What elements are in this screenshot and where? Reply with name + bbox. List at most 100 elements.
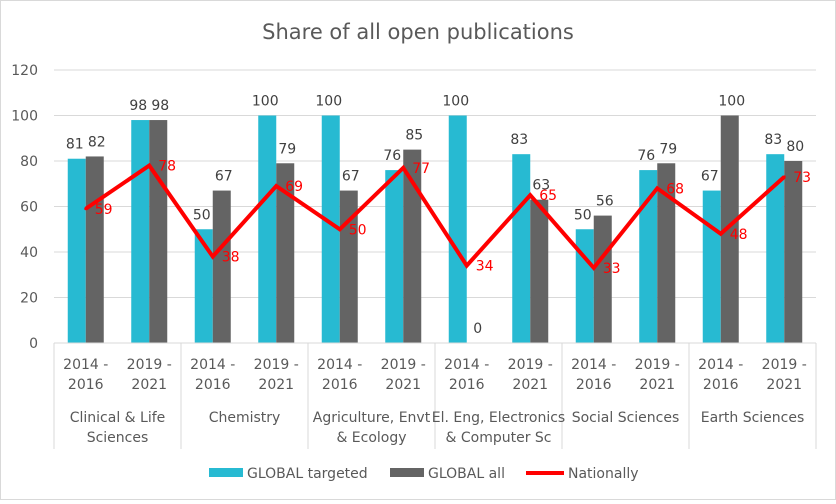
x-tick-label: 2019 -: [127, 357, 172, 373]
data-label-nationally: 69: [285, 179, 303, 195]
x-tick-label: 2014 -: [317, 357, 362, 373]
line-point: [401, 166, 405, 170]
y-tick-label: 20: [20, 291, 38, 307]
bar-global-targeted: [575, 229, 594, 343]
line-point: [147, 164, 151, 168]
data-label: 81: [66, 137, 84, 153]
data-label: 98: [151, 98, 169, 114]
bar-global-targeted: [385, 170, 404, 343]
group-label: Clinical & Life: [70, 410, 166, 426]
bar-global-all: [212, 190, 231, 343]
x-tick-label: 2021: [766, 377, 802, 393]
line-point: [782, 175, 786, 179]
line-point: [338, 227, 342, 231]
data-label: 79: [278, 141, 296, 157]
bar-global-all: [403, 149, 422, 343]
data-label: 79: [659, 141, 677, 157]
y-axis-ticks: 0 20 40 60 80 100 120: [11, 63, 38, 352]
group-label: Earth Sciences: [701, 410, 805, 426]
data-label: 67: [701, 169, 719, 185]
data-label: 76: [637, 148, 655, 164]
line-point: [84, 207, 88, 211]
x-tick-label: 2021: [385, 377, 421, 393]
data-label-nationally: 77: [412, 161, 430, 177]
bar-global-all: [657, 163, 676, 343]
y-tick-label: 120: [11, 63, 38, 79]
x-tick-label: 2019 -: [762, 357, 807, 373]
x-tick-label: 2014 -: [444, 357, 489, 373]
data-label-nationally: 78: [158, 159, 176, 175]
data-label-nationally: 65: [539, 188, 557, 204]
data-label: 85: [405, 128, 423, 144]
data-label: 0: [473, 321, 482, 337]
line-point: [465, 264, 469, 268]
line-point: [655, 186, 659, 190]
group-label: & Ecology: [336, 430, 406, 446]
legend-swatch-global-all: [390, 468, 424, 477]
x-tick-label: 2016: [576, 377, 612, 393]
bar-global-all: [276, 163, 295, 343]
y-tick-label: 60: [20, 200, 38, 216]
data-label-nationally: 68: [666, 181, 684, 197]
data-label: 76: [383, 148, 401, 164]
bar-global-targeted: [194, 229, 213, 343]
x-tick-label: 2016: [449, 377, 485, 393]
data-label-nationally: 34: [476, 259, 494, 275]
line-point: [211, 255, 215, 259]
data-label: 83: [510, 132, 528, 148]
x-tick-label: 2019 -: [254, 357, 299, 373]
data-label: 100: [252, 94, 279, 110]
bar-global-targeted: [766, 154, 785, 343]
data-label: 80: [786, 139, 804, 155]
x-tick-label: 2016: [68, 377, 104, 393]
x-tick-label: 2014 -: [190, 357, 235, 373]
data-label: 100: [718, 94, 745, 110]
legend: GLOBAL targeted GLOBAL all Nationally: [209, 466, 639, 482]
x-tick-label: 2021: [131, 377, 167, 393]
line-nationally: [84, 162, 786, 272]
data-label: 98: [129, 98, 147, 114]
group-label: & Computer Sc: [446, 430, 552, 446]
bar-global-targeted: [258, 115, 277, 343]
legend-label: GLOBAL all: [428, 466, 505, 482]
line-point: [719, 232, 723, 236]
y-tick-label: 0: [29, 336, 38, 352]
data-label: 83: [764, 132, 782, 148]
legend-label: GLOBAL targeted: [247, 466, 368, 482]
x-tick-label: 2014 -: [63, 357, 108, 373]
bar-global-targeted: [702, 190, 721, 343]
line-series: [84, 162, 786, 272]
data-label: 67: [342, 169, 360, 185]
x-tick-label: 2019 -: [508, 357, 553, 373]
x-tick-label: 2019 -: [635, 357, 680, 373]
x-tick-label: 2014 -: [571, 357, 616, 373]
bar-global-targeted: [131, 120, 150, 343]
data-label: 50: [193, 207, 211, 223]
data-label: 50: [574, 207, 592, 223]
bar-global-targeted: [67, 158, 86, 343]
bar-global-targeted: [639, 170, 658, 343]
legend-swatch-global-targeted: [209, 468, 243, 477]
data-labels: 81 98 50 100 100 76 100 83 50 76 67 83 82 98 67 79 67 85 0…: [66, 94, 811, 338]
x-tick-label: 2019 -: [381, 357, 426, 373]
bar-global-all: [784, 161, 803, 343]
x-tick-label: 2016: [195, 377, 231, 393]
data-label: 63: [532, 178, 550, 194]
data-label-nationally: 38: [222, 250, 240, 266]
x-tick-label: 2021: [512, 377, 548, 393]
group-label: Chemistry: [209, 410, 281, 426]
bar-global-all: [530, 199, 549, 343]
chart-title: Share of all open publications: [262, 20, 574, 44]
group-label: El. Eng, Electronics: [432, 410, 565, 426]
x-axis: 2014 - 2016 2019 - 2021 2014 - 2016 2019 - 2021…: [53, 342, 817, 449]
group-label: Agriculture, Envt: [313, 410, 431, 426]
group-label: Sciences: [87, 430, 149, 446]
line-point: [592, 266, 596, 270]
bar-global-targeted: [512, 154, 531, 343]
y-tick-label: 80: [20, 154, 38, 170]
data-label: 56: [596, 194, 614, 210]
group-label: Social Sciences: [572, 410, 680, 426]
bar-global-all: [339, 190, 358, 343]
bar-global-all: [85, 156, 104, 343]
